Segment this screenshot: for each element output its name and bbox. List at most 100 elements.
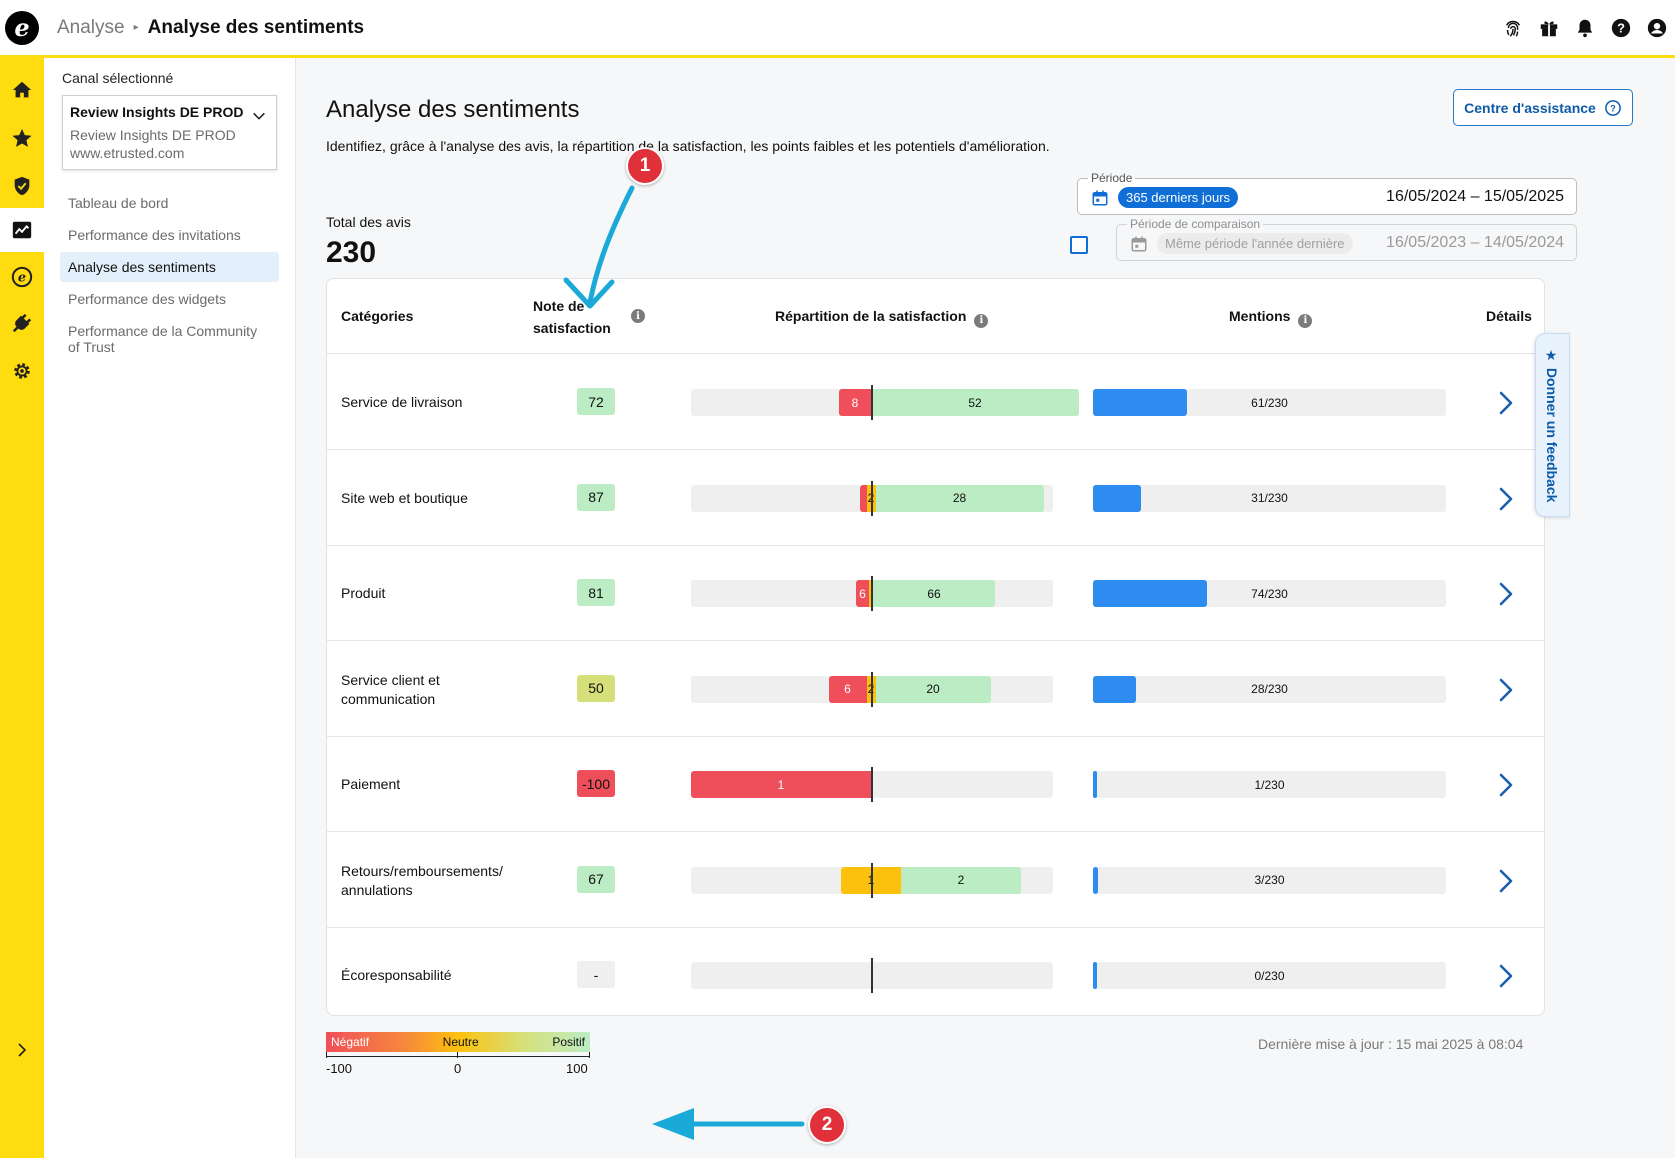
comparison-chip: Même période l'année dernière — [1157, 233, 1353, 254]
period-legend: Période — [1088, 171, 1136, 185]
zero-axis-line — [871, 767, 873, 802]
channel-name: Review Insights DE PROD — [70, 104, 244, 120]
details-chevron-icon[interactable] — [1494, 771, 1520, 799]
channel-label: Canal sélectionné — [62, 70, 174, 86]
annotation-badge-2: 2 — [808, 1106, 846, 1144]
satisfaction-score: 67 — [577, 865, 615, 893]
satisfaction-distribution-bar: 1 — [691, 767, 1053, 802]
zero-axis-line — [871, 480, 873, 516]
nav-item-invitations[interactable]: Performance des invitations — [68, 227, 241, 243]
table-header: Catégories Note de satisfaction i Répart… — [327, 279, 1544, 354]
info-icon[interactable]: i — [974, 313, 989, 328]
chart-icon[interactable] — [0, 208, 44, 252]
positive-segment[interactable]: 20 — [875, 675, 991, 703]
table-row[interactable]: Produit 81 6 66 74/230 — [327, 546, 1544, 641]
legend-negative: Négatif — [331, 1035, 370, 1049]
comparison-period-select[interactable]: Période de comparaison Même période l'an… — [1116, 217, 1577, 261]
details-chevron-icon[interactable] — [1494, 867, 1520, 895]
positive-segment[interactable]: 66 — [873, 580, 996, 607]
satisfaction-score: 87 — [577, 483, 615, 511]
header-details: Détails — [1486, 308, 1532, 324]
mentions-bar: 61/230 — [1093, 389, 1446, 416]
chevron-down-icon[interactable] — [251, 108, 267, 129]
chevron-right-icon[interactable] — [0, 1028, 44, 1072]
table-row[interactable]: Écoresponsabilité - 0/230 — [327, 928, 1544, 1015]
period-chip[interactable]: 365 derniers jours — [1118, 187, 1239, 208]
legend-neutral: Neutre — [442, 1035, 479, 1049]
home-icon[interactable] — [0, 68, 44, 112]
details-chevron-icon[interactable] — [1494, 962, 1520, 990]
shield-icon[interactable] — [0, 164, 44, 208]
feedback-tab[interactable]: ★ Donner un feedback — [1535, 333, 1570, 517]
period-select[interactable]: Période 365 derniers jours 16/05/2024 – … — [1077, 171, 1577, 215]
annotation-badge-1: 1 — [626, 147, 664, 185]
info-icon[interactable]: i — [1298, 313, 1313, 328]
details-chevron-icon[interactable] — [1494, 485, 1520, 513]
sidebar: Canal sélectionné Review Insights DE PRO… — [44, 58, 296, 1158]
comparison-checkbox[interactable] — [1070, 236, 1088, 254]
mentions-bar: 3/230 — [1093, 866, 1446, 894]
legend-gradient: Négatif Neutre Positif — [326, 1032, 590, 1052]
header-mentions: Mentions i — [1229, 308, 1313, 328]
legend-max: 100 — [566, 1061, 588, 1076]
nav-item-community[interactable]: Performance de la Community of Trust — [68, 323, 258, 355]
info-icon[interactable]: i — [631, 309, 645, 323]
legend-positive: Positif — [552, 1035, 585, 1049]
satisfaction-score: - — [577, 961, 615, 988]
satisfaction-distribution-bar: 228 — [691, 480, 1053, 516]
negative-segment[interactable]: 6 — [856, 580, 869, 607]
mentions-bar: 74/230 — [1093, 580, 1446, 607]
table-row[interactable]: Site web et boutique 87 228 31/230 — [327, 451, 1544, 546]
table-row[interactable]: Service client et communication 50 6220 28/… — [327, 642, 1544, 737]
channel-select[interactable]: Review Insights DE PROD Review Insights … — [62, 95, 277, 170]
star-icon[interactable] — [0, 116, 44, 160]
details-chevron-icon[interactable] — [1494, 676, 1520, 704]
etrusted-icon[interactable]: e — [0, 255, 44, 299]
category-name: Site web et boutique — [341, 489, 468, 506]
zero-axis-line — [871, 671, 873, 707]
mentions-bar: 0/230 — [1093, 962, 1446, 989]
mentions-fill — [1093, 389, 1187, 416]
channel-subtitle: Review Insights DE PROD www.etrusted.com — [70, 126, 269, 162]
nav-item-widgets[interactable]: Performance des widgets — [68, 291, 226, 307]
etrusted-logo[interactable]: e — [5, 10, 39, 45]
table-row[interactable]: Retours/remboursements/ annulations 67 12 3… — [327, 833, 1544, 928]
user-icon[interactable] — [1645, 16, 1669, 40]
breadcrumb-separator-icon: ▸ — [133, 22, 139, 33]
positive-segment[interactable]: 52 — [871, 389, 1079, 416]
positive-segment[interactable]: 2 — [901, 866, 1021, 894]
mentions-fill — [1093, 962, 1097, 989]
negative-segment[interactable]: 1 — [691, 771, 871, 798]
mentions-value: 28/230 — [1251, 682, 1288, 696]
table-row[interactable]: Paiement -100 1 1/230 — [327, 737, 1544, 832]
negative-segment[interactable]: 6 — [828, 675, 867, 703]
mentions-bar: 28/230 — [1093, 675, 1446, 703]
gift-icon[interactable] — [1537, 16, 1561, 40]
help-icon[interactable]: ? — [1609, 16, 1633, 40]
legend-min: -100 — [326, 1061, 353, 1076]
bell-icon[interactable] — [1573, 16, 1597, 40]
negative-segment[interactable]: 8 — [839, 389, 871, 416]
satisfaction-distribution-bar: 6220 — [691, 671, 1053, 707]
negative-segment[interactable] — [859, 484, 867, 512]
main-content: Analyse des sentiments Identifiez, grâce… — [296, 58, 1675, 1158]
details-chevron-icon[interactable] — [1494, 389, 1520, 417]
channel-url: www.etrusted.com — [70, 145, 185, 161]
positive-segment[interactable]: 28 — [875, 484, 1044, 512]
details-chevron-icon[interactable] — [1494, 580, 1520, 608]
help-center-button[interactable]: Centre d'assistance ? — [1453, 89, 1633, 126]
table-row[interactable]: Service de livraison 72 8 52 61/230 — [327, 355, 1544, 450]
svg-text:e: e — [18, 271, 26, 286]
top-bar: e Analyse ▸ Analyse des sentiments ? — [0, 0, 1675, 58]
breadcrumb-parent[interactable]: Analyse — [57, 16, 125, 38]
gear-icon[interactable] — [0, 349, 44, 393]
mentions-value: 61/230 — [1251, 395, 1288, 410]
legend-tick — [326, 1052, 327, 1058]
plug-icon[interactable] — [0, 301, 44, 345]
mentions-value: 74/230 — [1251, 586, 1288, 601]
mentions-value: 31/230 — [1251, 491, 1288, 505]
nav-item-sentiment[interactable]: Analyse des sentiments — [60, 252, 279, 282]
nav-item-dashboard[interactable]: Tableau de bord — [68, 195, 169, 211]
satisfaction-legend: Négatif Neutre Positif -100 0 100 — [326, 1032, 591, 1102]
fingerprint-icon[interactable] — [1501, 16, 1525, 40]
